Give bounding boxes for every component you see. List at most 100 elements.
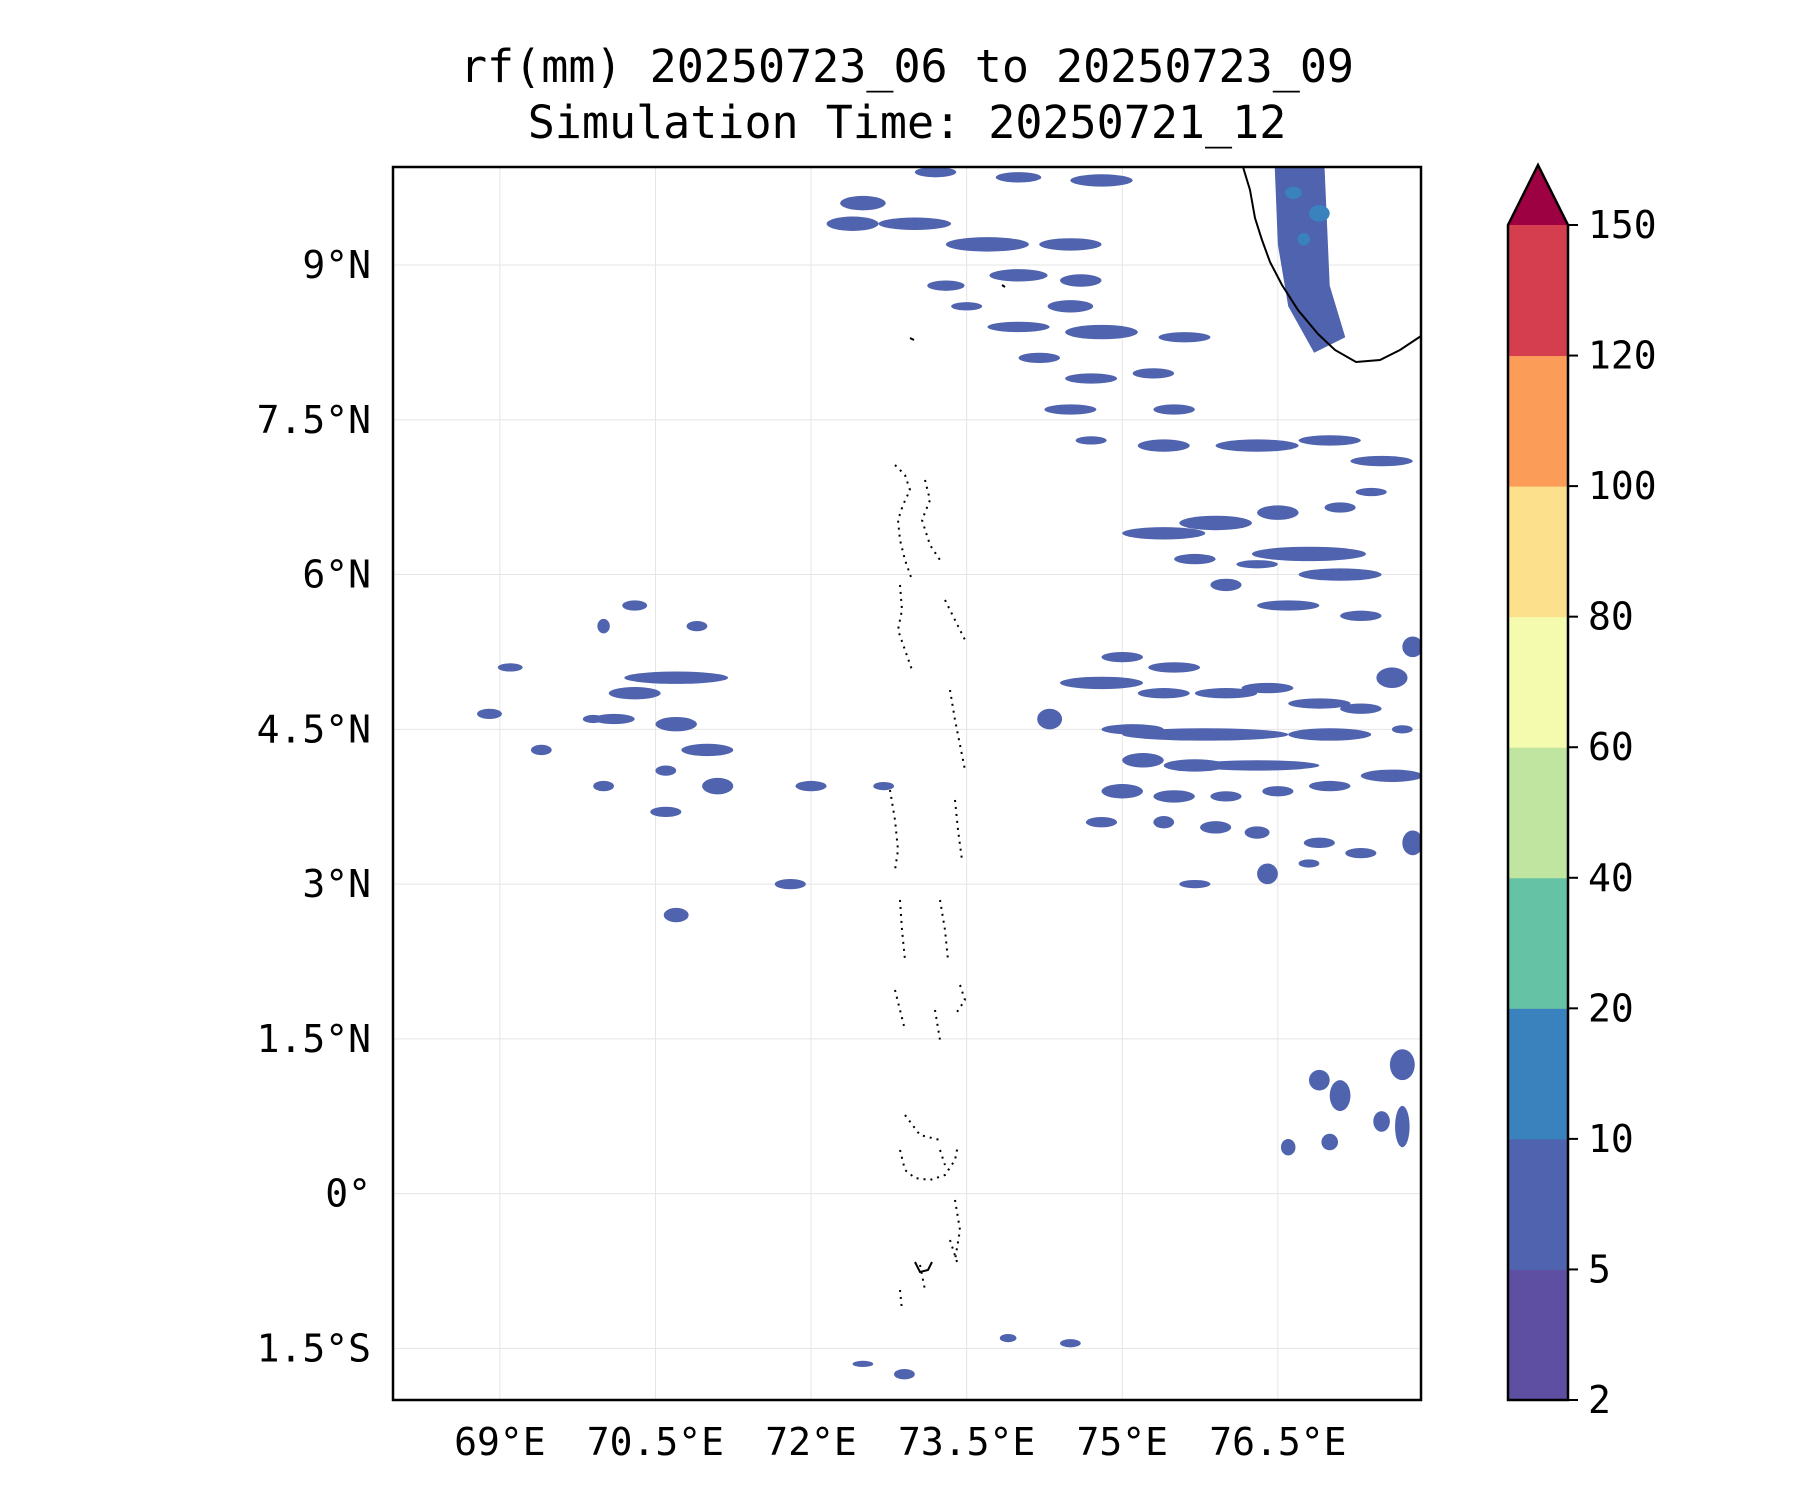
x-tick-label: 73.5°E xyxy=(898,1420,1035,1464)
rain-cell xyxy=(1179,879,1211,889)
rain-cell xyxy=(1075,436,1107,445)
rain-cell xyxy=(826,216,879,231)
rain-cell xyxy=(497,663,523,672)
rain-cell xyxy=(582,714,604,724)
rain-cell xyxy=(1132,368,1175,379)
y-tick-label: 1.5°N xyxy=(257,1017,371,1061)
maldives-atolls xyxy=(889,464,967,1311)
rain-cell xyxy=(1158,332,1211,343)
rain-cell xyxy=(840,195,886,211)
rain-cell xyxy=(1179,515,1252,531)
colorbar-segment xyxy=(1508,1269,1568,1401)
rain-cell xyxy=(1391,725,1413,734)
rain-cell xyxy=(1210,791,1242,802)
rain-cell xyxy=(1210,578,1242,592)
rain-cell xyxy=(1122,527,1206,540)
rain-cell xyxy=(1101,651,1143,663)
rain-cell xyxy=(1395,1105,1410,1148)
x-tick-label: 70.5°E xyxy=(587,1420,724,1464)
rain-cell xyxy=(1288,728,1372,741)
longitude-tick-labels: 69°E 70.5°E 72°E 73.5°E 75°E 76.5°E xyxy=(454,1420,1346,1464)
rain-cell xyxy=(1236,560,1278,569)
x-tick-label: 75°E xyxy=(1076,1420,1168,1464)
y-tick-label: 6°N xyxy=(302,553,371,597)
map-frame xyxy=(391,165,1423,1402)
rain-cell xyxy=(1257,505,1299,520)
colorbar-tick-label: 120 xyxy=(1588,334,1657,378)
rain-cell xyxy=(927,280,965,291)
colorbar-segment xyxy=(1508,877,1568,1009)
rain-cell xyxy=(1039,238,1102,251)
rain-cell xyxy=(1174,553,1216,565)
rain-cell xyxy=(1257,863,1278,885)
rain-cell xyxy=(795,780,827,792)
rain-cell xyxy=(593,713,635,725)
rain-cell xyxy=(1060,676,1143,690)
colorbar-tick-label: 150 xyxy=(1588,203,1657,247)
colorbar-tick-label: 40 xyxy=(1588,856,1634,900)
rain-cell xyxy=(1047,300,1094,313)
colorbar-tick-label: 20 xyxy=(1588,986,1634,1030)
colorbar-segment xyxy=(1508,747,1568,879)
map-panel: 69°E 70.5°E 72°E 73.5°E 75°E 76.5°E 9°N 7.5°N 6… xyxy=(257,165,1423,1464)
rain-cell xyxy=(1298,568,1382,581)
colorbar-tick-label: 5 xyxy=(1588,1247,1611,1291)
rain-cell xyxy=(1373,1111,1390,1132)
colorbar-extend-triangle xyxy=(1508,165,1568,225)
rain-cell xyxy=(1298,859,1320,868)
latitude-tick-labels: 9°N 7.5°N 6°N 4.5°N 3°N 1.5°N 0° 1.5°S xyxy=(257,243,371,1370)
rain-cell xyxy=(1308,1069,1330,1091)
y-tick-label: 3°N xyxy=(302,862,371,906)
rain-cell xyxy=(1060,1339,1081,1348)
x-tick-label: 76.5°E xyxy=(1209,1420,1346,1464)
rain-cell xyxy=(655,765,677,776)
rain-cell xyxy=(1324,502,1356,513)
rain-cell xyxy=(1340,703,1382,714)
rain-cell xyxy=(1148,662,1201,673)
rain-cell xyxy=(1122,728,1289,741)
rain-cell xyxy=(608,687,661,700)
rain-cell xyxy=(1298,435,1361,446)
rain-cell xyxy=(1153,404,1195,415)
rain-cell xyxy=(878,217,952,230)
rain-cell xyxy=(1085,817,1118,828)
rain-cell xyxy=(852,1360,874,1367)
rain-cell xyxy=(1122,753,1164,768)
y-tick-label: 1.5°S xyxy=(257,1326,371,1370)
lakshadweep-islands xyxy=(909,284,1006,341)
rain-cell xyxy=(663,907,689,923)
rain-cell xyxy=(1360,769,1421,782)
title-line-1: rf(mm) 20250723_06 to 20250723_09 xyxy=(460,40,1354,93)
rain-cell xyxy=(1070,174,1133,187)
rain-cell xyxy=(624,671,729,684)
rain-cell xyxy=(1389,1049,1415,1081)
y-tick-label: 0° xyxy=(325,1172,371,1216)
rain-cell xyxy=(995,172,1042,183)
colorbar-segment xyxy=(1508,486,1568,618)
rain-cell xyxy=(999,1333,1017,1343)
rain-cell xyxy=(1065,373,1118,384)
rain-cell xyxy=(1037,708,1063,730)
rain-cell xyxy=(477,708,502,720)
rain-cell xyxy=(1340,610,1382,621)
y-tick-label: 4.5°N xyxy=(257,707,371,751)
rain-cell xyxy=(1018,352,1061,364)
coastlines xyxy=(889,167,1421,1311)
rain-cell-heavy xyxy=(1297,233,1311,246)
map-background xyxy=(393,167,1421,1400)
rain-cell xyxy=(1215,439,1299,452)
rain-cell xyxy=(702,777,734,795)
rain-area-kerala xyxy=(1274,167,1346,353)
rain-cell xyxy=(1345,847,1377,859)
rain-cell xyxy=(681,743,734,757)
rain-cell xyxy=(1200,821,1232,834)
rain-cell xyxy=(1308,780,1351,792)
rain-cell xyxy=(894,1369,915,1380)
colorbar-tick-label: 2 xyxy=(1588,1378,1611,1422)
rain-cell xyxy=(1137,688,1190,699)
rain-cell xyxy=(1355,487,1387,497)
rain-cell xyxy=(1065,324,1138,340)
colorbar-segment xyxy=(1508,1138,1568,1270)
india-coastline xyxy=(1242,167,1421,364)
